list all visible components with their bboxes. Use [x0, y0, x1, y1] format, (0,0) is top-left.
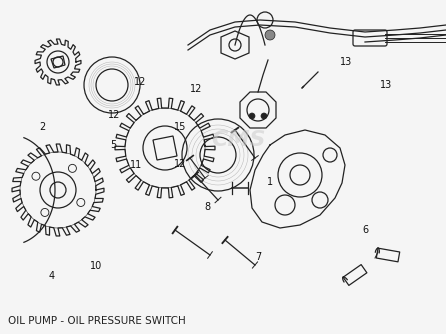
Text: 12: 12: [107, 110, 120, 120]
Text: CMS: CMS: [211, 130, 266, 150]
Text: 2: 2: [39, 122, 45, 132]
Text: 4: 4: [48, 271, 54, 281]
Circle shape: [261, 113, 267, 119]
Text: 13: 13: [380, 80, 392, 90]
Text: 5: 5: [111, 140, 117, 150]
Circle shape: [265, 30, 275, 40]
Text: 10: 10: [90, 261, 102, 271]
Text: 15: 15: [174, 122, 187, 132]
Circle shape: [249, 113, 255, 119]
Text: 12: 12: [190, 84, 202, 94]
Text: 11: 11: [130, 160, 142, 170]
Text: 1: 1: [267, 177, 273, 187]
Text: 12: 12: [134, 77, 147, 87]
Text: 13: 13: [339, 57, 352, 67]
Text: 6: 6: [363, 225, 369, 235]
Text: OIL PUMP - OIL PRESSURE SWITCH: OIL PUMP - OIL PRESSURE SWITCH: [8, 316, 186, 326]
Text: 7: 7: [256, 252, 262, 262]
Text: 8: 8: [204, 202, 211, 212]
Text: 12: 12: [174, 159, 187, 169]
